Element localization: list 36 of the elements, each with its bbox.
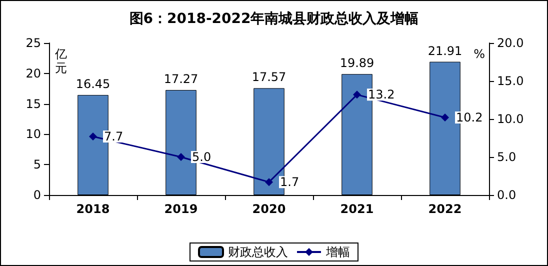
y2-tick-label: 15.0: [497, 74, 524, 88]
y-tick-label: 10: [26, 127, 41, 142]
data-label: 17.57: [252, 70, 286, 84]
data-label: 1.7: [280, 175, 300, 190]
y-axis-title: 亿元: [54, 47, 67, 75]
y2-axis-title: %: [474, 47, 485, 61]
data-label: 5.0: [192, 150, 212, 164]
y2-tick-label: 20.0: [497, 36, 524, 50]
legend-label: 财政总收入: [228, 245, 288, 259]
chart-title: 图6：2018-2022年南城县财政总收入及增幅: [129, 11, 419, 27]
data-label: 21.91: [428, 44, 462, 58]
x-tick-label: 2022: [428, 202, 462, 216]
y-tick-label: 0: [33, 188, 41, 202]
data-label: 13.2: [368, 88, 395, 102]
y-tick-label: 25: [26, 36, 41, 50]
data-label: 17.27: [164, 72, 198, 86]
data-label: 19.89: [340, 56, 374, 70]
y2-tick-label: 5.0: [497, 150, 516, 164]
point: [177, 153, 185, 161]
x-tick-label: 2021: [340, 202, 374, 216]
point: [353, 90, 361, 99]
legend-label: 增幅: [325, 245, 350, 259]
point: [89, 132, 97, 140]
point: [441, 113, 449, 122]
data-label: 16.45: [76, 76, 110, 91]
y-tick-label: 15: [26, 96, 41, 111]
y2-tick-label: 0.0: [497, 188, 516, 202]
y2-tick-label: 10.0: [497, 112, 524, 126]
data-label: 10.2: [456, 110, 483, 124]
x-tick-label: 2019: [164, 202, 198, 216]
data-label: 7.7: [104, 129, 124, 144]
x-tick-label: 2020: [252, 202, 286, 216]
x-tick-label: 2018: [76, 202, 110, 216]
point: [265, 178, 273, 186]
y-tick-label: 5: [33, 158, 41, 172]
y-tick-label: 20: [26, 66, 41, 80]
